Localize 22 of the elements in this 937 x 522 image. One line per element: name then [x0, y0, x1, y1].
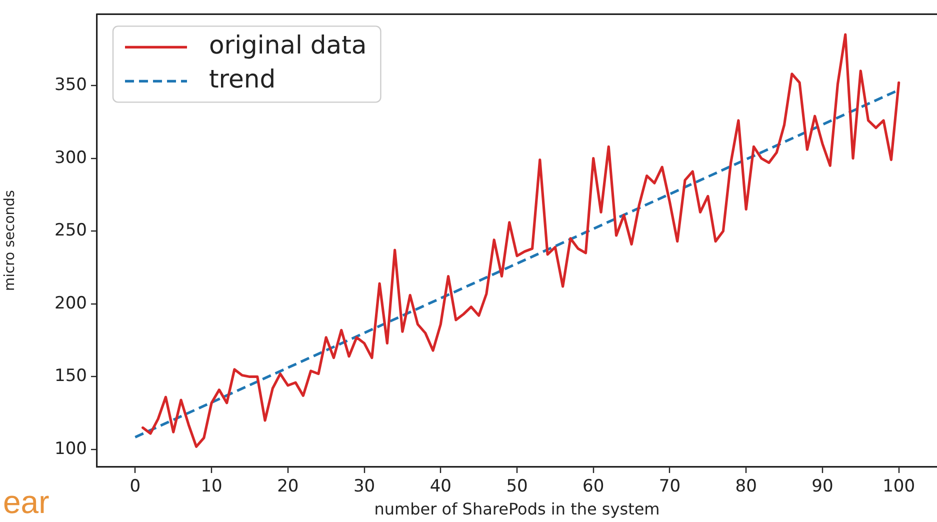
x-tick-label: 90 [812, 476, 834, 497]
x-tick-label: 60 [582, 476, 604, 497]
x-tick-label: 30 [353, 476, 376, 497]
x-tick-label: 0 [130, 476, 141, 497]
legend-label: original data [209, 30, 367, 60]
legend-label: trend [209, 64, 276, 94]
y-tick-label: 300 [54, 148, 87, 168]
y-tick-label: 150 [54, 366, 87, 386]
x-tick-label: 10 [200, 476, 222, 497]
x-tick-label: 40 [430, 476, 452, 497]
x-axis-title: number of SharePods in the system [374, 500, 660, 519]
y-tick-label: 250 [54, 220, 87, 241]
x-tick-label: 20 [277, 476, 299, 497]
y-tick-label: 100 [54, 438, 87, 459]
text: ear [3, 484, 50, 520]
y-tick-label: 350 [54, 74, 87, 95]
x-tick-label: 70 [658, 476, 681, 497]
x-tick-label: 80 [735, 476, 757, 497]
y-tick-label: 200 [54, 293, 87, 314]
x-tick-label: 50 [506, 476, 528, 497]
y-axis-title: micro seconds [2, 190, 18, 292]
x-tick-label: 100 [882, 476, 916, 497]
